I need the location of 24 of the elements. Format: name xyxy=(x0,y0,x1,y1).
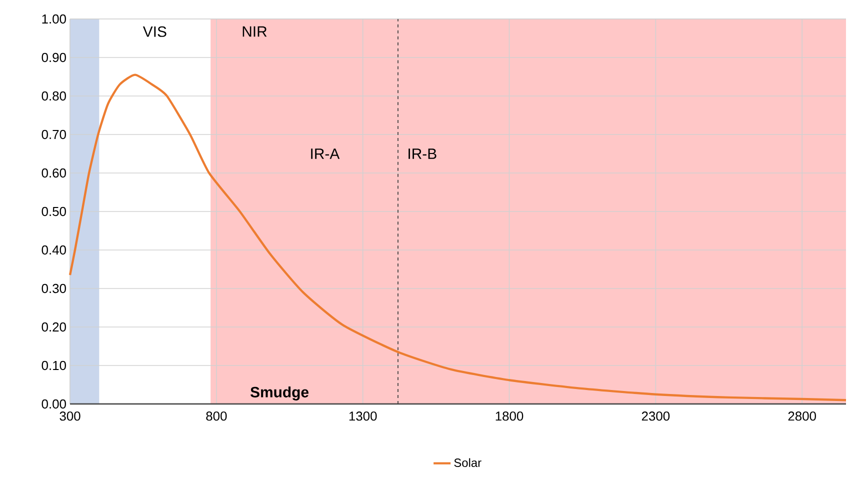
line-series xyxy=(68,74,848,402)
x-tick-label: 1300 xyxy=(349,412,377,421)
y-tick-label: 0.20 xyxy=(42,322,66,332)
x-tick-label: 2800 xyxy=(788,412,816,421)
y-tick-label: 0.90 xyxy=(42,52,66,62)
x-tick-label: 2300 xyxy=(642,412,670,421)
y-tick-label: 0.30 xyxy=(42,284,66,294)
y-tick-label: 1.00 xyxy=(42,14,66,24)
annotation: Smudge xyxy=(250,386,308,400)
y-tick-label: 0.50 xyxy=(42,206,66,216)
annotation: IR-A xyxy=(311,148,340,159)
x-tick-label: 1800 xyxy=(496,412,524,421)
y-tick-label: 0.10 xyxy=(42,360,66,370)
band-label: VIS xyxy=(142,26,166,37)
band-label: NIR xyxy=(242,26,267,37)
y-tick-label: 0.70 xyxy=(42,130,66,140)
y-tick-label: 0.80 xyxy=(42,91,66,101)
x-tick-label: 300 xyxy=(60,412,80,421)
y-tick-label: 0.00 xyxy=(42,399,66,409)
annotation: IR-B xyxy=(408,148,436,159)
legend-label: Solar xyxy=(454,458,482,467)
y-tick-label: 0.40 xyxy=(42,245,66,255)
x-tick-label: 800 xyxy=(206,412,227,421)
y-tick-label: 0.60 xyxy=(42,168,66,178)
